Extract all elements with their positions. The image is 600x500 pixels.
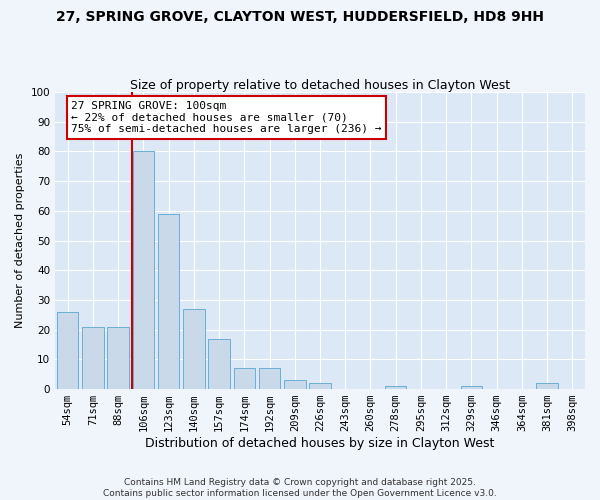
Bar bbox=[57, 312, 79, 389]
Text: 27, SPRING GROVE, CLAYTON WEST, HUDDERSFIELD, HD8 9HH: 27, SPRING GROVE, CLAYTON WEST, HUDDERSF… bbox=[56, 10, 544, 24]
Bar bbox=[133, 152, 154, 389]
Bar bbox=[284, 380, 305, 389]
Bar bbox=[158, 214, 179, 389]
Bar bbox=[536, 383, 558, 389]
Y-axis label: Number of detached properties: Number of detached properties bbox=[15, 153, 25, 328]
Bar bbox=[461, 386, 482, 389]
Bar bbox=[208, 338, 230, 389]
X-axis label: Distribution of detached houses by size in Clayton West: Distribution of detached houses by size … bbox=[145, 437, 495, 450]
Bar bbox=[233, 368, 255, 389]
Bar bbox=[385, 386, 406, 389]
Bar bbox=[107, 326, 129, 389]
Bar bbox=[309, 383, 331, 389]
Bar bbox=[183, 309, 205, 389]
Bar bbox=[259, 368, 280, 389]
Title: Size of property relative to detached houses in Clayton West: Size of property relative to detached ho… bbox=[130, 79, 510, 92]
Bar bbox=[82, 326, 104, 389]
Text: 27 SPRING GROVE: 100sqm
← 22% of detached houses are smaller (70)
75% of semi-de: 27 SPRING GROVE: 100sqm ← 22% of detache… bbox=[71, 101, 382, 134]
Text: Contains HM Land Registry data © Crown copyright and database right 2025.
Contai: Contains HM Land Registry data © Crown c… bbox=[103, 478, 497, 498]
